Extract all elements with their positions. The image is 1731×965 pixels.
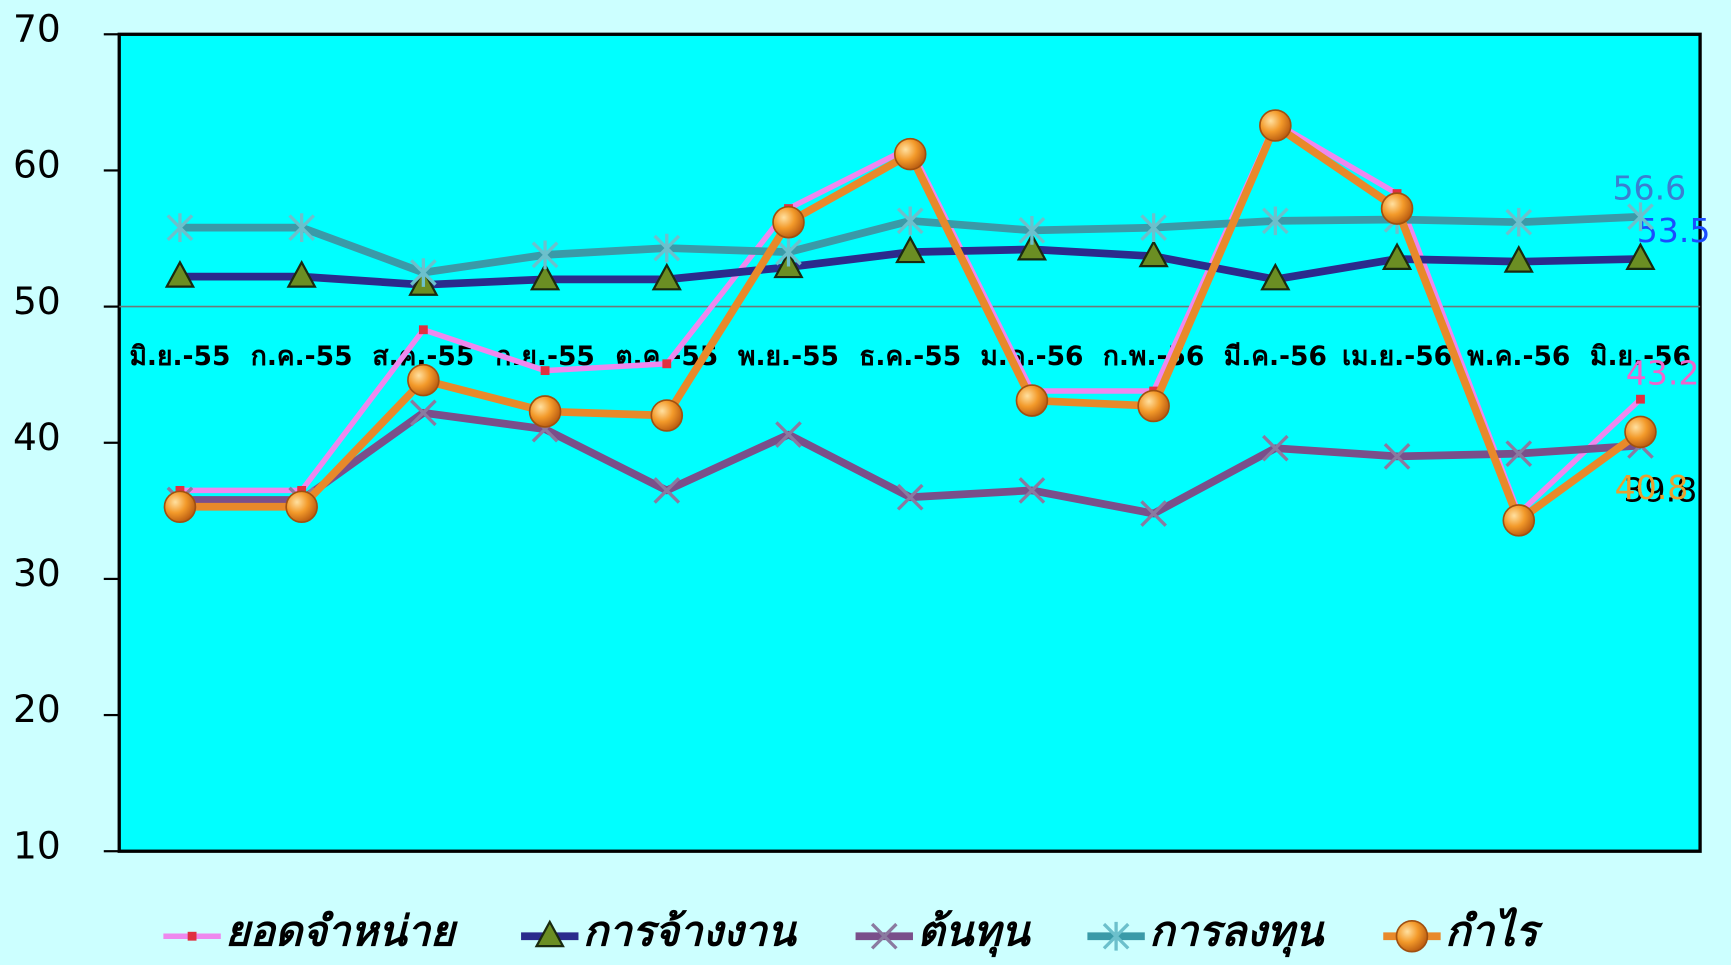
marker <box>410 258 437 287</box>
marker <box>407 363 440 397</box>
marker <box>895 235 926 264</box>
y-tick-label: 60 <box>13 143 61 187</box>
data-label: 43.2 <box>1626 353 1700 392</box>
marker <box>1262 206 1289 236</box>
marker <box>1503 245 1534 273</box>
y-tick-label: 30 <box>13 551 61 595</box>
marker <box>1138 239 1169 268</box>
y-tick-label: 70 <box>13 6 61 50</box>
marker <box>1140 213 1167 242</box>
marker <box>1627 202 1654 232</box>
marker <box>775 421 802 448</box>
marker <box>528 395 562 428</box>
data-label: 56.6 <box>1612 169 1686 208</box>
legend-label: ต้นทุน <box>917 907 1032 958</box>
x-tick-label: ม.ค.-56 <box>980 341 1083 372</box>
marker <box>1505 207 1533 237</box>
x-tick-label: ธ.ค.-55 <box>859 341 961 372</box>
legend-label: การลงทุน <box>1149 907 1325 958</box>
marker <box>1018 477 1046 504</box>
data-label: 40.8 <box>1615 468 1689 507</box>
legend-marker <box>1395 919 1429 953</box>
marker <box>1380 192 1414 225</box>
marker <box>1259 109 1292 142</box>
x-tick-label: ก.ค.-55 <box>251 341 353 372</box>
x-tick-label: มี.ค.-56 <box>1224 341 1327 372</box>
y-tick-label: 40 <box>13 415 61 459</box>
marker <box>1625 242 1656 270</box>
marker <box>286 259 317 288</box>
x-tick-label: พ.ค.-56 <box>1467 341 1570 372</box>
marker <box>893 137 927 171</box>
marker <box>540 366 550 376</box>
marker <box>166 213 194 242</box>
marker <box>775 237 802 267</box>
marker <box>164 259 196 288</box>
marker <box>163 490 197 524</box>
marker <box>1137 389 1170 423</box>
marker <box>653 477 681 504</box>
marker <box>651 262 682 291</box>
marker <box>1381 242 1413 270</box>
marker <box>650 399 684 432</box>
marker <box>1502 504 1536 537</box>
legend-marker <box>1102 921 1130 951</box>
marker <box>896 206 924 236</box>
marker <box>653 233 681 263</box>
legend-marker <box>534 919 565 948</box>
marker <box>772 205 805 239</box>
y-tick-label: 20 <box>13 687 61 731</box>
x-tick-label: ก.พ.-56 <box>1103 341 1204 372</box>
marker <box>410 399 437 427</box>
x-tick-label: เม.ย.-56 <box>1342 341 1452 372</box>
marker <box>1015 384 1049 417</box>
marker <box>662 359 672 369</box>
marker <box>1383 443 1411 470</box>
marker <box>1140 500 1167 527</box>
marker <box>1624 415 1657 449</box>
marker <box>288 213 315 242</box>
legend-item: ยอดจำหน่าย <box>163 907 458 956</box>
legend-item: การจ้างงาน <box>521 907 798 956</box>
marker <box>1262 434 1289 462</box>
y-tick-label: 50 <box>13 279 61 323</box>
y-tick-label: 10 <box>13 823 61 867</box>
marker <box>1260 262 1291 291</box>
marker <box>1505 440 1533 467</box>
marker <box>285 490 318 524</box>
legend-label: กำไร <box>1445 907 1544 956</box>
x-tick-label: พ.ย.-55 <box>738 341 839 372</box>
x-tick-label: มิ.ย.-56 <box>1590 341 1691 372</box>
legend-item: การลงทุน <box>1087 907 1326 958</box>
legend-label: ยอดจำหน่าย <box>225 907 458 956</box>
legend-label: การจ้างงาน <box>583 907 798 956</box>
marker <box>1016 232 1048 261</box>
legend-item: ต้นทุน <box>855 907 1032 958</box>
series: 40.8 <box>163 109 1689 537</box>
data-label: 53.5 <box>1637 211 1711 250</box>
marker <box>529 262 561 291</box>
marker <box>1018 216 1046 245</box>
marker <box>418 325 428 335</box>
x-tick-label: มิ.ย.-55 <box>129 341 230 372</box>
marker <box>531 240 559 270</box>
data-label: 39.8 <box>1623 470 1697 509</box>
marker <box>175 485 185 495</box>
marker <box>896 483 924 511</box>
legend-item: กำไร <box>1383 907 1544 956</box>
marker <box>1636 394 1645 404</box>
legend-marker <box>870 922 898 950</box>
series: 39.8 <box>166 399 1697 527</box>
marker <box>297 485 307 495</box>
legend-marker <box>187 931 197 941</box>
